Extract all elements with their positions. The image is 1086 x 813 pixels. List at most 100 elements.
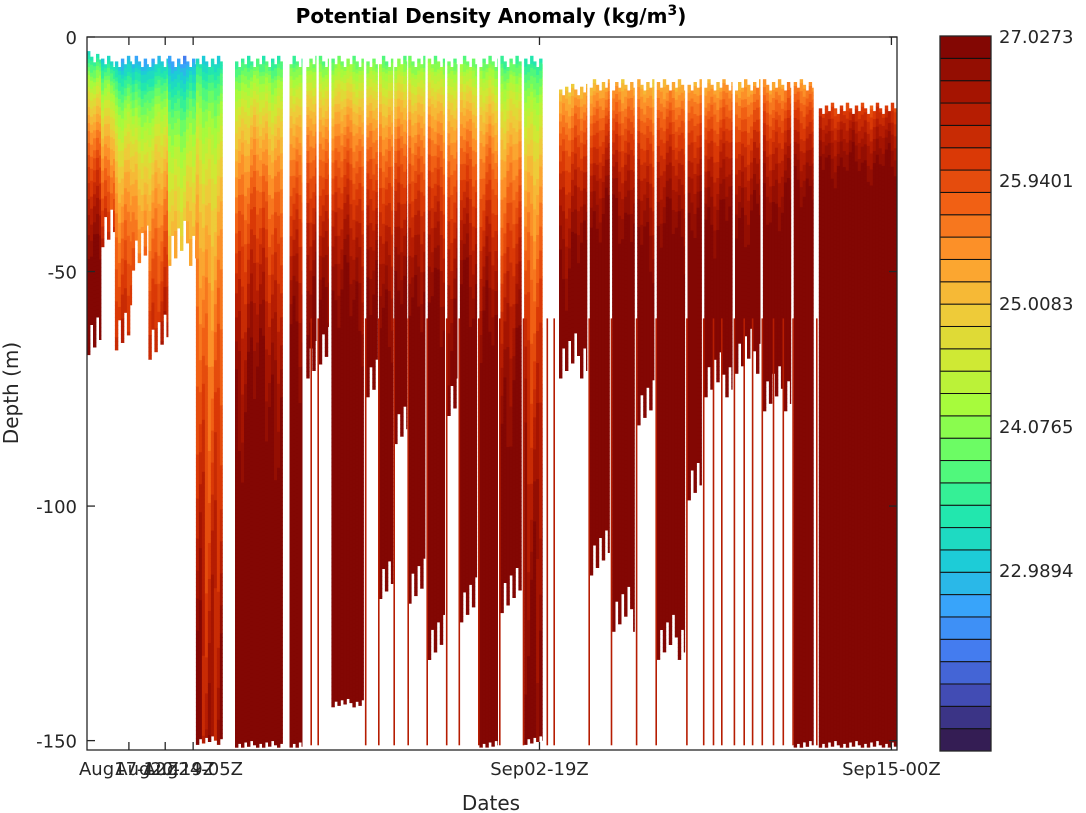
contour-cell	[196, 79, 199, 83]
contour-cell	[171, 225, 174, 229]
contour-cell	[154, 132, 157, 136]
contour-cell	[115, 341, 118, 345]
contour-cell	[110, 153, 113, 157]
contour-cell	[238, 103, 241, 107]
contour-cell	[104, 72, 107, 76]
contour-cell	[118, 195, 121, 199]
contour-cell	[199, 424, 202, 428]
contour-cell	[160, 277, 163, 281]
contour-cell	[241, 427, 244, 431]
contour-cell	[220, 309, 223, 313]
contour-cell	[247, 240, 250, 244]
contour-cell	[163, 295, 166, 299]
contour-cell	[168, 136, 171, 140]
contour-cell	[163, 303, 166, 307]
contour-cell	[183, 168, 186, 172]
contour-cell	[247, 292, 250, 296]
contour-cell	[214, 160, 217, 164]
contour-cell	[253, 395, 256, 399]
contour-cell	[235, 477, 238, 481]
contour-cell	[199, 500, 202, 504]
contour-cell	[202, 156, 205, 160]
contour-cell	[217, 368, 220, 372]
contour-cell	[144, 163, 147, 167]
contour-cell	[250, 521, 253, 525]
contour-cell	[208, 735, 211, 739]
contour-cell	[151, 299, 154, 303]
contour-cell	[121, 271, 124, 275]
contour-cell	[96, 130, 99, 134]
contour-cell	[244, 236, 247, 240]
contour-cell	[208, 107, 211, 111]
contour-cell	[220, 537, 223, 541]
contour-cell	[253, 451, 256, 455]
contour-cell	[171, 193, 174, 197]
contour-cell	[253, 167, 256, 171]
contour-cell	[199, 660, 202, 664]
contour-cell	[199, 104, 202, 108]
contour-cell	[135, 88, 138, 92]
contour-cell	[250, 337, 253, 341]
contour-cell	[247, 136, 250, 140]
contour-cell	[205, 109, 208, 113]
contour-cell	[124, 224, 127, 228]
contour-cell	[124, 212, 127, 216]
contour-cell	[93, 234, 96, 238]
contour-cell	[211, 411, 214, 415]
contour-cell	[220, 229, 223, 233]
contour-cell	[115, 141, 118, 145]
contour-cell	[220, 113, 223, 117]
contour-cell	[241, 415, 244, 419]
contour-cell	[127, 216, 130, 220]
contour-cell	[196, 579, 199, 583]
contour-cell	[253, 71, 256, 75]
contour-cell	[199, 100, 202, 104]
contour-cell	[199, 712, 202, 716]
contour-cell	[180, 120, 183, 124]
contour-cell	[101, 135, 104, 139]
contour-cell	[186, 157, 189, 161]
contour-cell	[238, 255, 241, 259]
contour-cell	[174, 219, 177, 223]
contour-cell	[180, 180, 183, 184]
contour-cell	[220, 245, 223, 249]
contour-cell	[90, 201, 93, 205]
contour-cell	[205, 93, 208, 97]
contour-cell	[220, 477, 223, 481]
contour-cell	[217, 504, 220, 508]
contour-cell	[163, 263, 166, 267]
contour-cell	[244, 68, 247, 72]
contour-cell	[160, 197, 163, 201]
contour-cell	[211, 267, 214, 271]
contour-cell	[208, 379, 211, 383]
contour-cell	[211, 235, 214, 239]
contour-cell	[238, 407, 241, 411]
contour-cell	[214, 472, 217, 476]
contour-cell	[211, 415, 214, 419]
contour-cell	[121, 171, 124, 175]
contour-cell	[211, 451, 214, 455]
contour-cell	[132, 260, 135, 264]
contour-cell	[104, 160, 107, 164]
contour-cell	[168, 248, 171, 252]
contour-cell	[202, 604, 205, 608]
contour-cell	[208, 651, 211, 655]
contour-cell	[132, 100, 135, 104]
contour-cell	[211, 631, 214, 635]
contour-cell	[247, 64, 250, 68]
contour-cell	[244, 216, 247, 220]
contour-cell	[208, 499, 211, 503]
contour-cell	[241, 119, 244, 123]
contour-cell	[151, 275, 154, 279]
contour-cell	[174, 203, 177, 207]
contour-cell	[214, 244, 217, 248]
contour-cell	[205, 569, 208, 573]
contour-cell	[199, 588, 202, 592]
contour-cell	[211, 531, 214, 535]
contour-cell	[202, 368, 205, 372]
contour-cell	[132, 172, 135, 176]
contour-cell	[199, 228, 202, 232]
contour-cell	[238, 175, 241, 179]
contour-cell	[220, 161, 223, 165]
contour-cell	[235, 561, 238, 565]
